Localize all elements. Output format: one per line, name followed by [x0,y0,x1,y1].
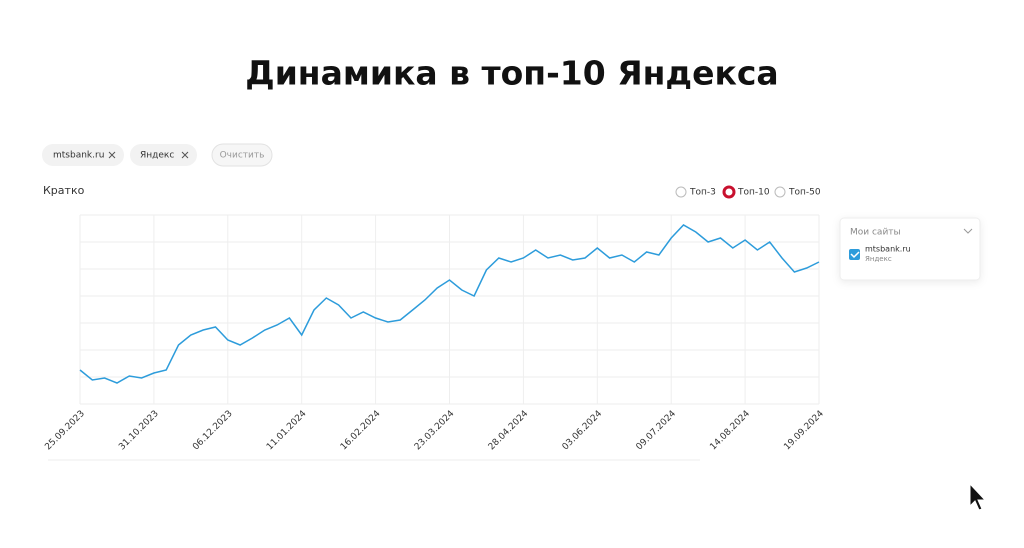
panel-bg [839,217,981,281]
section-label: Кратко [43,184,85,197]
button-label: Очистить [220,151,265,161]
x-tick-label: 19.09.2024 [782,409,826,453]
checkmark [850,251,860,259]
checkbox[interactable] [849,249,860,260]
legend-panel: Мои сайты mtsbank.ru Яндекс [839,217,981,281]
radio[interactable] [722,185,736,199]
chip-close [108,151,116,159]
x-tick-label: 28.04.2024 [487,409,531,453]
button-bg [211,143,273,167]
chevron[interactable] [963,228,973,234]
radio-label: Топ-50 [788,188,821,198]
x-tick-label: 03.06.2024 [561,409,605,453]
x-tick-label: 14.08.2024 [708,409,752,453]
chip[interactable]: Яндекс [130,144,197,166]
x-tick-label: 11.01.2024 [265,409,309,453]
legend-title: Мои сайты [850,228,901,238]
radio-group: Топ-3 Топ-10 Топ-50 [675,185,821,199]
radio-label: Топ-10 [737,188,770,198]
chip[interactable]: mtsbank.ru [42,144,124,166]
x-tick-label: 09.07.2024 [635,409,679,453]
chip-label: Яндекс [140,151,174,161]
legend-entry: mtsbank.ru [865,245,911,254]
clear-button[interactable]: Очистить [211,143,273,167]
cursor [969,482,987,511]
legend-subentry: Яндекс [865,255,892,263]
plot: 25.09.2023 31.10.2023 06.12.2023 11.01.2024… [43,214,826,453]
chip-close [181,151,189,159]
x-tick-label: 25.09.2023 [43,409,87,453]
page-title: Динамика в топ-10 Яндекса [245,54,778,93]
x-tick-label: 06.12.2023 [191,409,235,453]
x-tick-label: 23.03.2024 [413,409,457,453]
radio-label: Топ-3 [689,188,716,198]
chip-label: mtsbank.ru [53,151,104,161]
chip-bg [130,144,197,166]
radio[interactable] [774,186,786,198]
x-tick-label: 31.10.2023 [117,409,161,453]
x-tick-label: 16.02.2024 [339,409,383,453]
chip-bg [42,144,124,166]
series-line [79,224,820,384]
radio[interactable] [675,186,687,198]
